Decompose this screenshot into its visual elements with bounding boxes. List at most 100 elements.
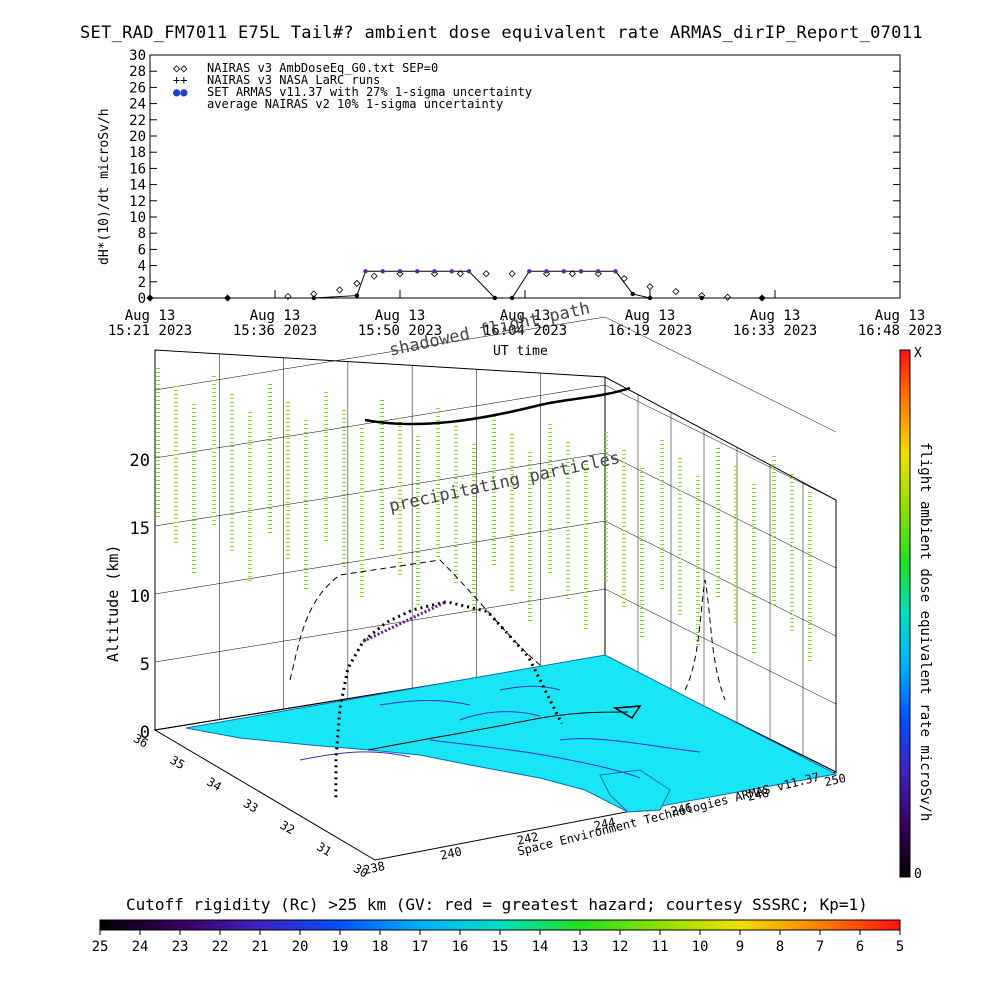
y-tick-label: 26 <box>129 80 146 96</box>
right-wall-grid-h <box>604 384 837 501</box>
rigidity-tick-label: 19 <box>332 939 349 955</box>
x-tick-label-date: Aug 13 <box>125 308 176 324</box>
armas-point <box>432 269 437 274</box>
altitude-tick-label: 15 <box>130 519 150 539</box>
longitude-tick-label: 240 <box>439 844 463 862</box>
dose-colorbar-top-label: X <box>914 346 922 361</box>
rigidity-tick-label: 21 <box>252 939 269 955</box>
x-tick-label-date: Aug 13 <box>500 308 551 324</box>
top-y-axis-title: dH*(10)/dt microSv/h <box>97 108 112 265</box>
armas-point <box>147 295 153 301</box>
left-wall-grid-h <box>154 588 606 663</box>
x-tick-label-date: Aug 13 <box>375 308 426 324</box>
rigidity-contour-line <box>379 700 471 706</box>
right-wall-grid-h <box>604 316 837 433</box>
armas-point <box>354 293 360 298</box>
legend-symbol: ++ <box>173 73 188 87</box>
armas-point <box>596 269 601 274</box>
rigidity-contour-line <box>429 739 641 779</box>
legend-text: SET ARMAS v11.37 with 27% 1-sigma uncert… <box>207 85 533 99</box>
nairas-diamond-point <box>396 270 404 278</box>
armas-point <box>449 269 454 274</box>
latitude-tick-label: 35 <box>168 753 188 772</box>
y-tick-label: 2 <box>138 275 146 291</box>
rigidity-contour-line <box>299 751 411 761</box>
rigidity-contours <box>299 685 701 779</box>
nairas-diamond-point <box>353 279 361 287</box>
left-wall-grid-h <box>154 452 606 527</box>
y-tick-label: 16 <box>129 161 146 177</box>
longitude-ticks: 238 240 242 244 246 248 250 <box>362 771 847 877</box>
shadowed-path-right-wall <box>684 579 726 701</box>
latitude-tick-label: 34 <box>204 775 224 794</box>
x-tick-label-time: 16:33 2023 <box>733 323 817 339</box>
rigidity-tick-label: 6 <box>856 939 864 955</box>
legend-symbol: ●● <box>173 85 188 99</box>
rigidity-colorbar-ticks: 25 24 23 22 21 20 19 18 17 16 15 14 13 12 11 10 9 8 7 6 5 <box>92 930 904 955</box>
dose-colorbar <box>899 349 911 878</box>
latitude-tick-label: 31 <box>314 840 334 859</box>
top-x-axis-title: UT time <box>493 344 548 359</box>
altitude-tick-label: 5 <box>140 655 150 675</box>
armas-point <box>492 295 498 301</box>
flight-track <box>334 600 564 798</box>
longitude-tick-label: 242 <box>516 830 540 848</box>
nairas-diamond-point <box>482 270 490 278</box>
rigidity-tick-label: 17 <box>412 939 429 955</box>
rigidity-tick-label: 24 <box>132 939 149 955</box>
wall-grid <box>154 316 837 756</box>
latitude-tick-label: 36 <box>131 731 151 750</box>
legend-text: NAIRAS v3 NASA LaRC runs <box>207 73 381 87</box>
legend-text: average NAIRAS v2 10% 1-sigma uncertaint… <box>207 97 504 111</box>
flight-path <box>289 386 726 798</box>
ocean-inlet <box>599 769 671 813</box>
ground-track <box>367 711 629 751</box>
rigidity-tick-label: 14 <box>532 939 549 955</box>
y-tick-label: 20 <box>129 129 146 145</box>
destination-marker <box>612 705 642 720</box>
dose-colorbar-label: flight ambient dose equivalent rate micr… <box>917 442 933 822</box>
ocean-region <box>185 654 838 813</box>
rigidity-tick-label: 22 <box>212 939 229 955</box>
armas-point <box>466 269 472 274</box>
nairas-diamond-point <box>542 270 551 278</box>
armas-point <box>544 269 549 274</box>
x-tick-label-date: Aug 13 <box>875 308 926 324</box>
armas-point <box>415 269 420 274</box>
armas-point <box>647 295 653 301</box>
y-tick-label: 10 <box>129 210 146 226</box>
y-tick-label: 8 <box>138 226 146 242</box>
armas-point <box>380 269 385 274</box>
altitude-axis-title: Altitude (km) <box>104 544 122 662</box>
nairas-diamond-point <box>456 270 464 278</box>
longitude-tick-label: 246 <box>669 800 693 818</box>
latitude-ticks: 36 35 34 33 32 31 30 <box>131 731 371 880</box>
nairas-diamond-point <box>430 270 439 278</box>
rigidity-tick-label: 12 <box>612 939 629 955</box>
armas-point <box>699 295 704 301</box>
nairas-diamond-point <box>724 293 732 301</box>
nairas-diamond-point <box>594 270 602 278</box>
y-tick-label: 12 <box>129 194 146 210</box>
latitude-tick-label: 32 <box>278 818 298 837</box>
shadowed-path-left-wall <box>289 559 541 681</box>
nairas-diamond-point <box>284 292 292 300</box>
armas-point <box>397 269 403 274</box>
longitude-tick-label: 244 <box>593 815 617 833</box>
longitude-tick-label: 250 <box>823 771 847 789</box>
rigidity-tick-label: 5 <box>896 939 904 955</box>
legend-symbol: ◇◇ <box>173 61 188 75</box>
x-tick-label-time: 15:50 2023 <box>358 323 442 339</box>
nairas-diamond-point <box>370 272 378 280</box>
armas-point <box>527 269 532 274</box>
armas-point <box>509 295 515 301</box>
y-tick-label: 4 <box>138 259 146 275</box>
x-tick-label-time: 15:21 2023 <box>108 323 192 339</box>
rigidity-tick-label: 11 <box>652 939 669 955</box>
left-wall-grid-h <box>154 520 606 595</box>
altitude-ticks: 0 5 10 15 20 <box>130 451 150 743</box>
legend-entry-nairas-v2: average NAIRAS v2 10% 1-sigma uncertaint… <box>207 98 503 110</box>
